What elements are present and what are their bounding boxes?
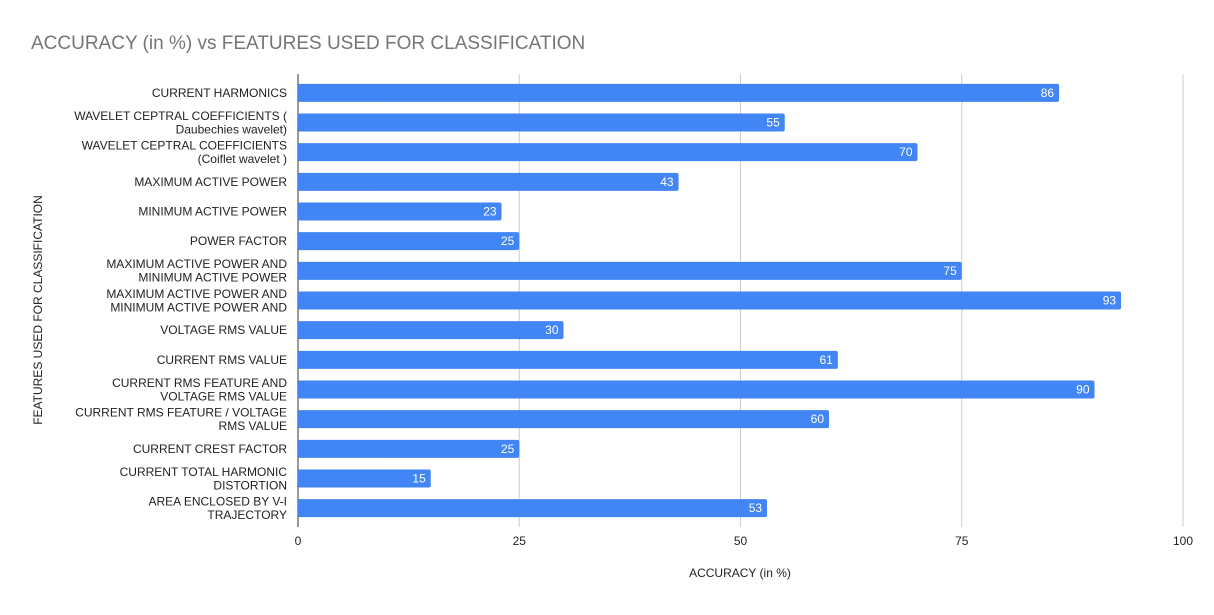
bar xyxy=(298,113,785,132)
x-tick-label: 50 xyxy=(734,534,748,548)
category-label: AREA ENCLOSED BY V-I TRAJECTORY xyxy=(149,494,288,521)
category-label: CURRENT RMS VALUE xyxy=(157,353,287,367)
category-label: MAXIMUM ACTIVE POWER xyxy=(134,175,287,189)
x-tick-labels: 0 25 50 75 100 xyxy=(295,534,1194,548)
bars: 86 55 70 43 23 25 75 93 30 61 90 60 25 15 53 xyxy=(298,83,1122,518)
x-tick-label: 75 xyxy=(955,534,969,548)
bar xyxy=(298,261,962,280)
category-label: CURRENT TOTAL HARMONIC DISTORTION xyxy=(120,465,288,493)
category-label: WAVELET CEPTRAL COEFFICIENTS (Daubechies… xyxy=(74,109,287,137)
category-label: WAVELET CEPTRAL COEFFICIENTS (Coiflet wav… xyxy=(82,138,287,166)
bar-value-label: 43 xyxy=(660,175,674,189)
bar xyxy=(298,321,564,340)
bar xyxy=(298,291,1122,310)
bar xyxy=(298,499,768,518)
bar-value-label: 55 xyxy=(766,116,780,130)
category-label: CURRENT RMS FEATURE AND VOLTAGE RMS VALUE xyxy=(112,376,287,404)
category-labels: CURRENT HARMONICS WAVELET CEPTRAL COEFFIC… xyxy=(74,86,287,522)
bar xyxy=(298,172,679,191)
category-label: CURRENT HARMONICS xyxy=(152,86,287,100)
bar xyxy=(298,232,520,251)
bar xyxy=(298,350,838,369)
bar-value-label: 25 xyxy=(501,442,515,456)
bar xyxy=(298,83,1060,102)
bar xyxy=(298,380,1095,399)
bar-value-label: 70 xyxy=(899,145,913,159)
chart-title: ACCURACY (in %) vs FEATURES USED FOR CLA… xyxy=(31,33,585,54)
bar-value-label: 61 xyxy=(819,353,833,367)
bar xyxy=(298,469,431,488)
y-axis-title: FEATURES USED FOR CLASSIFICATION xyxy=(31,195,45,425)
bar-value-label: 60 xyxy=(811,412,825,426)
category-label: MINIMUM ACTIVE POWER xyxy=(138,205,287,219)
bar-value-label: 15 xyxy=(412,472,426,486)
category-label: POWER FACTOR xyxy=(190,234,287,248)
bar xyxy=(298,143,918,162)
x-tick-label: 25 xyxy=(513,534,527,548)
bar xyxy=(298,410,829,429)
bar-value-label: 25 xyxy=(501,234,515,248)
category-label: VOLTAGE RMS VALUE xyxy=(160,323,287,337)
x-axis-title: ACCURACY (in %) xyxy=(689,566,791,580)
bar-value-label: 23 xyxy=(483,205,497,219)
category-label: CURRENT RMS FEATURE / VOLTAGE RMS VALUE xyxy=(75,405,287,433)
category-label: CURRENT CREST FACTOR xyxy=(133,442,287,456)
category-label: MAXIMUM ACTIVE POWER AND MINIMUM ACTIVE P… xyxy=(106,287,287,315)
bar xyxy=(298,202,502,221)
bar-value-label: 90 xyxy=(1076,383,1090,397)
x-tick-label: 100 xyxy=(1173,534,1193,548)
x-tick-label: 0 xyxy=(295,534,302,548)
bar-value-label: 30 xyxy=(545,323,559,337)
bar-value-label: 75 xyxy=(943,264,957,278)
bar-value-label: 53 xyxy=(749,501,763,515)
bar-value-label: 86 xyxy=(1041,86,1055,100)
category-label: MAXIMUM ACTIVE POWER AND MINIMUM ACTIVE P… xyxy=(106,257,287,285)
bar-value-label: 93 xyxy=(1103,294,1117,308)
bar xyxy=(298,439,520,458)
